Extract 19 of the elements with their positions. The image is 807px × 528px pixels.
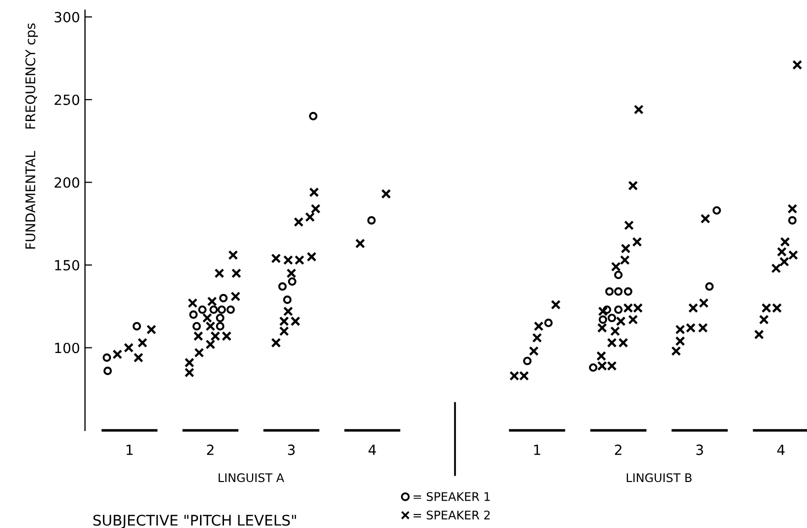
y-tick-label: 100 [55, 342, 80, 354]
x-axis-title: SUBJECTIVE "PITCH LEVELS" [93, 514, 296, 528]
y-tick-label: 250 [54, 94, 80, 106]
x-tick-label: 2 [207, 444, 214, 455]
legend-label: = SPEAKER 1 [414, 492, 490, 502]
y-axis-title: FUNDAMENTAL FREQUENCY cps [25, 23, 38, 249]
legend-label: = SPEAKER 2 [414, 510, 490, 520]
x-tick-label: 4 [777, 444, 785, 455]
y-tick-label: 150 [55, 260, 80, 270]
x-tick-label: 4 [368, 444, 376, 455]
x-tick-label: 2 [614, 444, 622, 455]
x-tick-label: 3 [288, 444, 295, 456]
x-tick-label: 3 [696, 444, 703, 456]
y-tick-label: 300 [54, 12, 80, 22]
x-tick-label: 1 [534, 444, 540, 455]
y-tick-label: 200 [54, 177, 80, 188]
x-tick-label: 1 [126, 444, 133, 455]
text: LINGUIST A [218, 473, 284, 482]
text: LINGUIST B [626, 473, 692, 482]
